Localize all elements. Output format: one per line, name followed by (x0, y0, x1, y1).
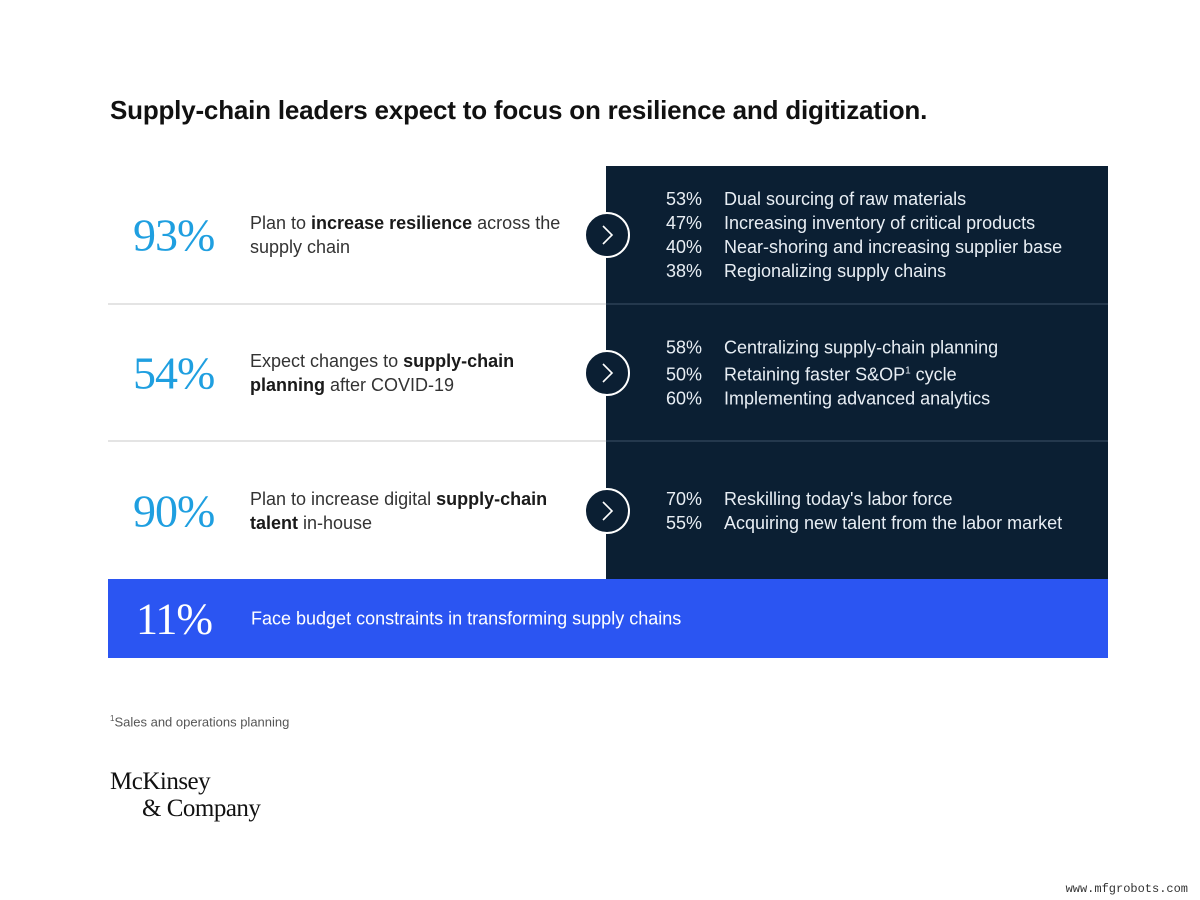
list-item: 58% Centralizing supply-chain planning (666, 336, 1096, 360)
desc-text: in-house (298, 512, 373, 533)
list-item: 53% Dual sourcing of raw materials (666, 187, 1096, 211)
desc-text: Expect changes to (250, 351, 404, 371)
footnote: 1Sales and operations planning (110, 714, 289, 729)
desc-emphasis: supply-chain planning (250, 351, 515, 395)
watermark: www.mfgrobots.com (1065, 882, 1188, 896)
footnote-marker: 1 (905, 365, 911, 377)
detail-list: 70% Reskilling today's labor force 55% Acq… (666, 487, 1096, 535)
list-item: 50% Retaining faster S&OP1 cycle (666, 360, 1096, 387)
stat-description: Plan to increase resilience across the s… (250, 211, 570, 259)
detail-list: 53% Dual sourcing of raw materials 47% Inc… (666, 187, 1096, 283)
stat-value: 54% (133, 347, 215, 399)
item-percent: 38% (666, 261, 703, 281)
footnote-text: Sales and operations planning (114, 714, 290, 730)
item-percent: 40% (666, 237, 703, 257)
stat-row: 90% Plan to increase digital supply-chai… (108, 442, 1108, 579)
item-label: Near-shoring and increasing supplier bas… (724, 237, 1063, 257)
page-title: Supply-chain leaders expect to focus on … (110, 95, 928, 125)
chevron-right-icon (584, 212, 630, 258)
desc-text: after COVID-19 (325, 375, 455, 395)
list-item: 60% Implementing advanced analytics (666, 387, 1096, 411)
stat-value: 93% (133, 209, 215, 261)
item-label: Acquiring new talent from the labor mark… (724, 512, 1063, 533)
desc-text: across the supply chain (250, 213, 561, 257)
item-percent: 58% (666, 337, 703, 358)
list-item: 55% Acquiring new talent from the labor m… (666, 511, 1096, 535)
budget-banner: 11% Face budget constraints in transform… (108, 579, 1108, 658)
item-label: Centralizing supply-chain planning (724, 337, 999, 358)
footnote-mark: 1 (110, 714, 115, 723)
item-percent: 55% (666, 512, 703, 533)
list-item: 47% Increasing inventory of critical prod… (666, 211, 1096, 235)
desc-emphasis: supply-chain talent (250, 488, 548, 533)
item-label: Retaining faster S&OP (724, 364, 906, 385)
item-percent: 60% (666, 388, 703, 409)
list-item: 40% Near-shoring and increasing supplier … (666, 235, 1096, 259)
desc-text: Plan to (250, 213, 312, 233)
desc-emphasis: increase resilience (311, 213, 473, 233)
panel-divider (606, 303, 1108, 305)
item-label-suffix: cycle (910, 364, 957, 385)
logo-line-1: McKinsey (110, 768, 211, 795)
banner-text: Face budget constraints in transforming … (251, 608, 682, 628)
stat-description: Expect changes to supply-chain planning … (250, 349, 570, 397)
panel-divider (606, 440, 1108, 442)
item-percent: 50% (666, 364, 703, 385)
item-label: Increasing inventory of critical product… (724, 213, 1036, 233)
item-label: Reskilling today's labor force (724, 488, 953, 509)
chevron-right-icon (584, 350, 630, 396)
item-label: Regionalizing supply chains (724, 261, 947, 281)
chevron-right-icon (584, 487, 630, 534)
item-percent: 70% (666, 488, 703, 509)
company-logo: McKinsey & Company (110, 768, 261, 822)
list-item: 38% Regionalizing supply chains (666, 259, 1096, 283)
detail-panel (606, 166, 1108, 579)
stat-row: 54% Expect changes to supply-chain plann… (108, 304, 1108, 442)
item-percent: 53% (666, 189, 703, 209)
stat-row: 93% Plan to increase resilience across t… (108, 166, 1108, 304)
item-percent: 47% (666, 213, 703, 233)
desc-text: Plan to increase digital (250, 488, 437, 509)
stat-value: 90% (133, 485, 215, 536)
banner-stat: 11% (136, 594, 213, 643)
item-label: Dual sourcing of raw materials (724, 189, 967, 209)
list-item: 70% Reskilling today's labor force (666, 487, 1096, 511)
logo-line-2: & Company (142, 795, 261, 822)
stat-description: Plan to increase digital supply-chain ta… (250, 487, 570, 535)
detail-list: 58% Centralizing supply-chain planning 50… (666, 336, 1096, 411)
item-label: Implementing advanced analytics (724, 388, 991, 409)
